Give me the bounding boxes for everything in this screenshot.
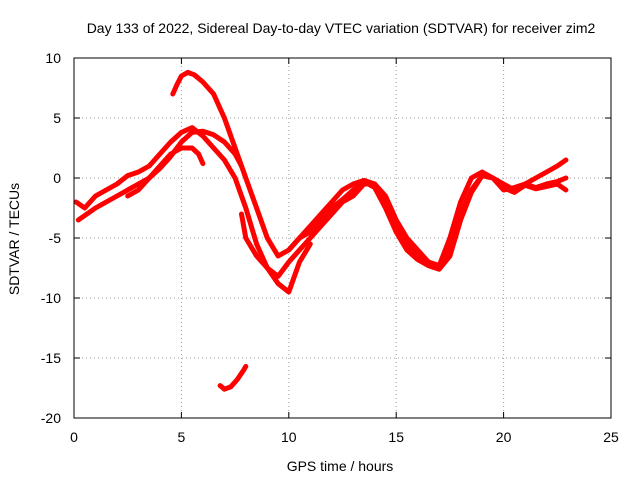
- x-tick-label: 15: [388, 429, 404, 445]
- data-series: [73, 69, 569, 392]
- series-line-5: [239, 169, 569, 279]
- x-tick-label: 0: [70, 429, 78, 445]
- x-tick-label: 10: [281, 429, 297, 445]
- series-line-3: [125, 145, 206, 199]
- y-tick-label: -15: [41, 350, 61, 366]
- chart-title: Day 133 of 2022, Sidereal Day-to-day VTE…: [87, 20, 596, 36]
- plot-frame: [73, 57, 612, 419]
- series-line-7: [217, 363, 249, 392]
- y-tick-label: -5: [49, 230, 62, 246]
- y-tick-label: -10: [41, 290, 61, 306]
- y-tick-label: 5: [53, 110, 61, 126]
- x-axis-label: GPS time / hours: [287, 458, 394, 474]
- series-line-2: [75, 128, 244, 223]
- y-axis-label: SDTVAR / TECUs: [6, 183, 22, 295]
- x-tick-label: 25: [603, 429, 619, 445]
- axis-ticks: 0 5 10 15 20 25 -20 -15 -10 -5 0 5 10: [41, 50, 619, 445]
- grid-lines: [74, 58, 611, 418]
- x-tick-label: 20: [496, 429, 512, 445]
- y-tick-label: 0: [53, 170, 61, 186]
- y-tick-label: -20: [41, 410, 61, 426]
- series-line-6: [286, 173, 569, 272]
- x-tick-label: 5: [178, 429, 186, 445]
- y-tick-label: 10: [45, 50, 61, 66]
